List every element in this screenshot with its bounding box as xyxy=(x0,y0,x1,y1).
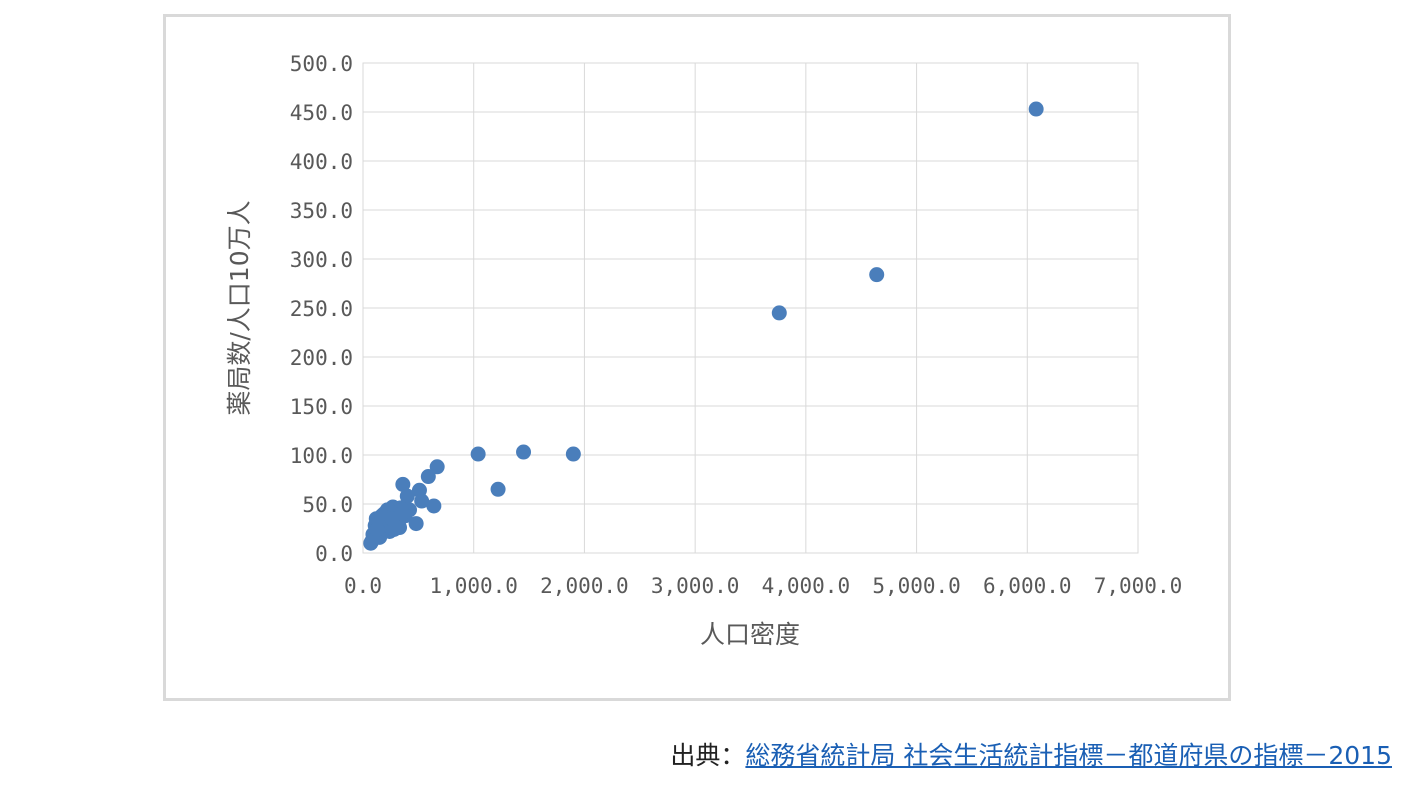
y-tick-label: 150.0 xyxy=(290,395,353,419)
y-tick-label: 450.0 xyxy=(290,101,353,125)
data-point xyxy=(426,498,442,514)
data-point xyxy=(869,267,885,283)
y-tick-label: 250.0 xyxy=(290,297,353,321)
y-tick-label: 500.0 xyxy=(290,52,353,76)
x-tick-label: 4,000.0 xyxy=(762,574,851,598)
source-citation: 出典：総務省統計局 社会生活統計指標－都道府県の指標－2015 xyxy=(670,736,1392,772)
scatter-chart: 0.0 1,000.0 2,000.0 3,000.0 4,000.0 5,000.0 6,… xyxy=(225,52,1182,649)
x-tick-labels: 0.0 1,000.0 2,000.0 3,000.0 4,000.0 5,000.0 6,… xyxy=(344,574,1182,598)
data-point xyxy=(516,444,532,460)
gridlines xyxy=(362,62,1139,554)
x-tick-label: 7,000.0 xyxy=(1094,574,1183,598)
data-point xyxy=(565,446,581,462)
data-point xyxy=(369,521,385,537)
data-point xyxy=(414,493,430,509)
data-point xyxy=(470,446,486,462)
y-tick-label: 350.0 xyxy=(290,199,353,223)
data-points xyxy=(363,101,1044,551)
data-point xyxy=(490,481,506,497)
y-tick-label: 100.0 xyxy=(290,444,353,468)
x-tick-label: 1,000.0 xyxy=(429,574,518,598)
y-axis-title: 薬局数/人口10万人 xyxy=(225,200,254,415)
x-tick-label: 6,000.0 xyxy=(983,574,1072,598)
data-point xyxy=(1028,101,1044,117)
x-tick-label: 0.0 xyxy=(344,574,382,598)
data-point xyxy=(395,476,411,492)
y-tick-label: 0.0 xyxy=(315,542,353,566)
x-tick-label: 3,000.0 xyxy=(651,574,740,598)
data-point xyxy=(384,511,400,527)
y-tick-label: 200.0 xyxy=(290,346,353,370)
source-prefix: 出典： xyxy=(670,741,746,770)
y-tick-label: 400.0 xyxy=(290,150,353,174)
y-tick-label: 50.0 xyxy=(302,493,353,517)
data-point xyxy=(420,469,436,485)
data-point xyxy=(408,516,424,532)
data-point xyxy=(429,459,445,475)
y-tick-labels: 0.0 50.0 100.0 150.0 200.0 250.0 300.0 350.0 400… xyxy=(290,52,353,566)
source-link[interactable]: 総務省統計局 社会生活統計指標－都道府県の指標－2015 xyxy=(745,741,1392,770)
y-tick-label: 300.0 xyxy=(290,248,353,272)
data-point xyxy=(399,488,415,504)
chart-container: 0.0 1,000.0 2,000.0 3,000.0 4,000.0 5,000.0 6,… xyxy=(163,14,1231,701)
x-axis-title: 人口密度 xyxy=(700,620,800,649)
data-point xyxy=(771,305,787,321)
x-tick-label: 2,000.0 xyxy=(540,574,629,598)
x-tick-label: 5,000.0 xyxy=(872,574,961,598)
